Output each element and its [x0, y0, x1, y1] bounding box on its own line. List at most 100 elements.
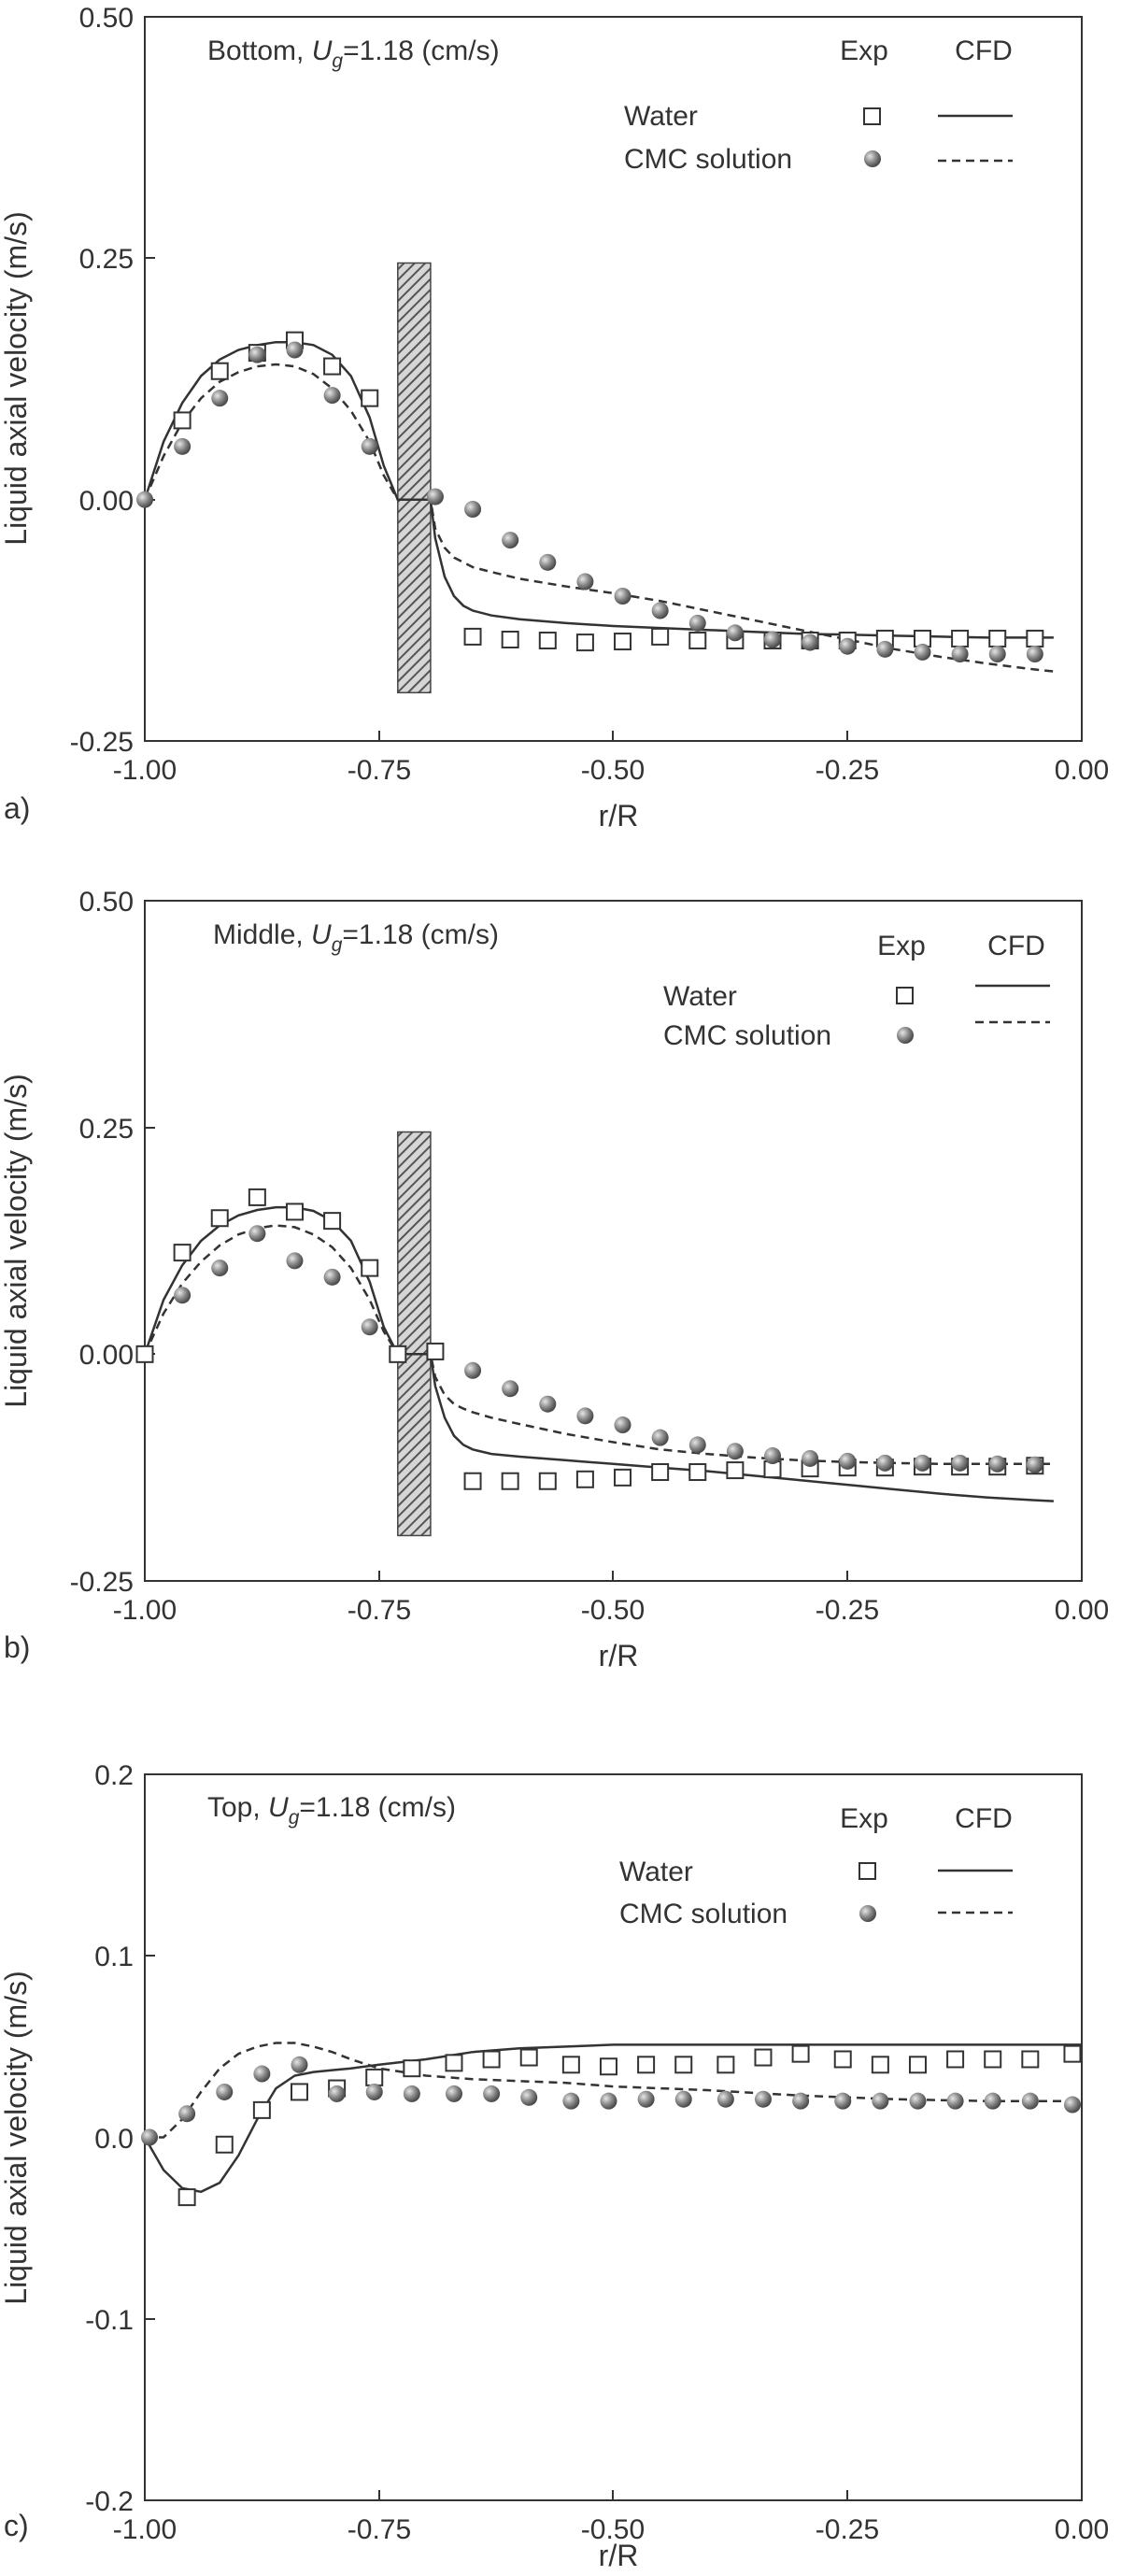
y-tick-label: 0.25: [79, 244, 134, 275]
water-exp-point: [984, 2050, 1002, 2069]
cmc-exp-point: [946, 2092, 964, 2110]
panel-label: a): [4, 791, 30, 825]
legend-water-marker: [858, 1862, 876, 1880]
water-exp-point: [688, 632, 707, 650]
cmc-exp-point: [1026, 646, 1043, 662]
cmc-exp-point: [839, 637, 857, 655]
water-exp-point: [463, 627, 482, 646]
water-exp-point: [754, 2048, 773, 2067]
plot-frame: [144, 1773, 1083, 2501]
x-tick-label: -0.50: [581, 755, 645, 786]
x-tick-label: -0.75: [348, 1595, 411, 1626]
water-exp-point: [177, 2188, 196, 2207]
cmc-exp-point: [136, 491, 153, 508]
x-axis-label: r/R: [599, 1639, 639, 1672]
cmc-exp-point: [876, 640, 894, 658]
y-tick-label: 0.50: [79, 3, 134, 34]
cmc-cfd-line: [143, 1224, 1054, 1466]
cmc-exp-point: [464, 1361, 482, 1379]
water-exp-point: [1021, 2050, 1040, 2069]
cmc-exp-point: [726, 624, 744, 642]
cmc-exp-point: [291, 2056, 308, 2073]
legend-water-label: Water: [663, 981, 737, 1012]
cmc-exp-point: [914, 1454, 931, 1472]
water-exp-point: [726, 1461, 745, 1480]
x-tick-labels: -1.00 -0.75 -0.50 -0.25 0.00: [113, 2514, 1109, 2545]
y-tick-label: 0.0: [94, 2124, 134, 2155]
water-exp-point: [614, 633, 632, 651]
water-exp-point: [323, 357, 342, 376]
cmc-exp-point: [248, 1225, 266, 1243]
cmc-cfd-line: [145, 2042, 1082, 2139]
cmc-exp-point: [614, 1416, 631, 1434]
legend-water-marker: [863, 107, 881, 125]
x-tick-label: -1.00: [113, 755, 177, 786]
cmc-exp-point: [688, 1436, 706, 1454]
water-exp-point: [1026, 629, 1044, 648]
cmc-exp-point: [211, 1260, 229, 1277]
water-exp-point: [210, 362, 229, 380]
cmc-exp-point: [914, 643, 931, 661]
legend-col-exp: Exp: [840, 36, 888, 66]
cmc-exp-point: [328, 2085, 346, 2102]
sparger-hatch-band: [397, 262, 432, 694]
water-exp-point: [285, 1203, 304, 1221]
cmc-exp-point: [483, 2085, 501, 2102]
water-exp-point: [361, 389, 379, 407]
x-tick-label: -0.50: [581, 2514, 645, 2545]
x-tick-label: -0.25: [816, 755, 879, 786]
cmc-exp-point: [764, 1447, 782, 1465]
water-exp-point: [833, 2050, 852, 2069]
plot-frame: [144, 900, 1083, 1582]
y-tick-label: 0.00: [79, 1340, 134, 1371]
water-exp-point: [951, 629, 970, 648]
water-exp-point: [988, 629, 1007, 648]
cmc-exp-point: [951, 646, 969, 662]
cmc-exp-point: [174, 1287, 192, 1304]
water-exp-point: [173, 1244, 192, 1262]
water-exp-point: [575, 1470, 594, 1488]
panel-title: Top, Ug=1.18 (cm/s): [207, 1792, 456, 1829]
cmc-exp-point: [754, 2090, 772, 2108]
y-tick-labels: 0.2 0.1 0.0 -0.1 -0.2: [85, 1760, 134, 2517]
x-tick-label: -1.00: [113, 2514, 177, 2545]
legend-cmc-marker: [859, 1905, 876, 1922]
water-exp-point: [403, 2059, 421, 2078]
cmc-exp-point: [361, 437, 378, 455]
cmc-exp-point: [764, 631, 782, 648]
cmc-exp-point: [576, 1407, 594, 1425]
cmc-exp-point: [802, 1449, 819, 1467]
legend-cmc-marker: [864, 150, 881, 167]
cmc-exp-point: [539, 1395, 557, 1413]
water-exp-point: [365, 2068, 384, 2086]
water-exp-point: [482, 2050, 501, 2069]
sparger-hatch-band: [397, 1131, 432, 1537]
x-tick-label: -0.50: [581, 1595, 645, 1626]
cmc-exp-point: [988, 1455, 1006, 1473]
y-tick-label: -0.2: [85, 2486, 134, 2517]
water-exp-point: [389, 1345, 407, 1363]
water-exp-point: [323, 1212, 342, 1231]
water-exp-point: [173, 411, 192, 430]
cmc-exp-point: [651, 602, 669, 619]
x-tick-label: -0.25: [816, 2514, 879, 2545]
water-exp-point: [463, 1472, 482, 1490]
cmc-exp-point: [792, 2092, 810, 2110]
x-axis-label: r/R: [599, 799, 639, 833]
water-exp-point: [501, 631, 519, 648]
legend-water-marker: [896, 987, 914, 1004]
water-exp-point: [575, 633, 594, 652]
x-tick-label: -0.25: [816, 1595, 879, 1626]
legend-col-cfd: CFD: [955, 36, 1013, 66]
cmc-exp-point: [286, 341, 304, 359]
cmc-exp-point: [520, 2088, 538, 2106]
legend-col-cfd: CFD: [955, 1803, 1013, 1834]
x-axis-label: r/R: [599, 2539, 639, 2572]
y-tick-label: 0.2: [94, 1760, 134, 1791]
cmc-exp-point: [576, 573, 594, 591]
panel-label: b): [4, 1630, 30, 1664]
water-exp-point: [871, 2056, 889, 2074]
water-cfd-line: [143, 1205, 1054, 1502]
cmc-exp-point: [445, 2085, 462, 2102]
cmc-exp-point: [1063, 2096, 1081, 2113]
